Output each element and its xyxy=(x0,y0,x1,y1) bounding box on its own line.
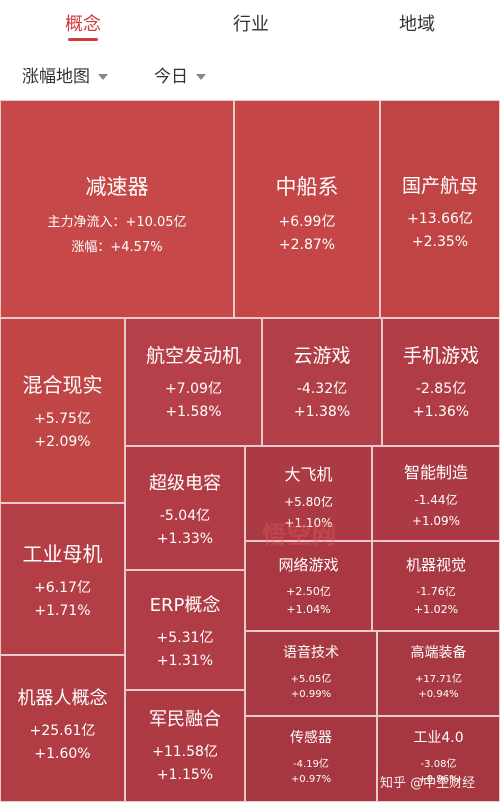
tile-net-game[interactable]: 网络游戏 +2.50亿 +1.04% xyxy=(245,541,372,631)
active-tab-indicator xyxy=(68,38,98,41)
source-credit: 知乎 @中生财经 xyxy=(380,776,476,791)
tile-name: 军民融合 xyxy=(149,709,221,730)
tile-net-inflow: 主力净流入：+10.05亿 xyxy=(47,215,187,230)
tile-speech[interactable]: 语音技术 +5.05亿 +0.99% xyxy=(245,631,377,716)
tile-change: +1.71% xyxy=(34,603,91,619)
tile-name: ERP概念 xyxy=(149,595,221,616)
tile-name: 手机游戏 xyxy=(402,345,479,367)
period-label: 今日 xyxy=(154,67,188,87)
tile-change: +1.38% xyxy=(293,404,351,420)
heat-map: 减速器 主力净流入：+10.05亿 涨幅：+4.57% 中船系 +6.99亿 +… xyxy=(0,100,500,802)
tile-name: 机器人概念 xyxy=(17,688,108,709)
tile-military-civil[interactable]: 军民融合 +11.58亿 +1.15% xyxy=(125,690,245,802)
map-type-dropdown[interactable]: 涨幅地图 xyxy=(22,62,108,87)
tile-net-inflow: +6.17亿 xyxy=(34,580,91,596)
tile-name: 语音技术 xyxy=(283,645,339,661)
tile-reducer[interactable]: 减速器 主力净流入：+10.05亿 涨幅：+4.57% xyxy=(0,100,234,318)
tile-name: 传感器 xyxy=(290,730,332,746)
tile-name: 工业4.0 xyxy=(413,730,464,746)
tile-name: 机器视觉 xyxy=(405,556,466,574)
tab-concept[interactable]: 概念 xyxy=(65,14,101,35)
tile-super-capacitor[interactable]: 超级电容 -5.04亿 +1.33% xyxy=(125,446,245,570)
concept-tab-bar: 概念 行业 地域 xyxy=(0,0,500,46)
tile-name: 减速器 xyxy=(85,175,149,199)
tile-change: +1.60% xyxy=(34,746,91,762)
chevron-down-icon xyxy=(98,74,108,80)
tile-net-inflow: +11.58亿 xyxy=(152,744,218,760)
tile-machine-tool[interactable]: 工业母机 +6.17亿 +1.71% xyxy=(0,503,125,655)
filter-bar: 涨幅地图 今日 xyxy=(0,46,500,100)
tab-industry[interactable]: 行业 xyxy=(233,14,269,35)
tile-change: +1.58% xyxy=(165,404,222,420)
tile-net-inflow: +5.80亿 xyxy=(284,495,333,509)
period-dropdown[interactable]: 今日 xyxy=(154,62,206,87)
tile-change: +1.31% xyxy=(156,653,214,669)
tile-net-inflow: +5.31亿 xyxy=(156,630,214,646)
tile-change: +1.15% xyxy=(156,767,214,783)
map-type-label: 涨幅地图 xyxy=(22,67,90,87)
tile-change: +0.99% xyxy=(290,689,332,700)
tile-net-inflow: -3.08亿 xyxy=(420,759,457,770)
tile-high-end-equipment[interactable]: 高端装备 +17.71亿 +0.94% xyxy=(377,631,500,716)
tile-mixed-reality[interactable]: 混合现实 +5.75亿 +2.09% xyxy=(0,318,125,503)
tile-erp[interactable]: ERP概念 +5.31亿 +1.31% xyxy=(125,570,245,690)
tile-change: 涨幅：+4.57% xyxy=(71,240,163,255)
tile-net-inflow: -4.32亿 xyxy=(296,381,348,397)
tile-smart-manufacturing[interactable]: 智能制造 -1.44亿 +1.09% xyxy=(372,446,500,541)
tile-sensor[interactable]: 传感器 -4.19亿 +0.97% xyxy=(245,716,377,802)
tile-change: +1.09% xyxy=(411,514,461,528)
tile-name: 云游戏 xyxy=(293,345,351,367)
tile-change: +1.36% xyxy=(412,404,470,420)
tile-carrier[interactable]: 国产航母 +13.66亿 +2.35% xyxy=(380,100,500,318)
tile-change: +1.02% xyxy=(413,603,459,616)
tile-change: +1.33% xyxy=(156,531,214,547)
tile-robot[interactable]: 机器人概念 +25.61亿 +1.60% xyxy=(0,655,125,802)
tile-name: 航空发动机 xyxy=(145,345,241,367)
tile-name: 工业母机 xyxy=(22,542,103,566)
tile-net-inflow: -1.76亿 xyxy=(416,585,456,598)
tile-net-inflow: +25.61亿 xyxy=(29,723,96,739)
tile-net-inflow: -4.19亿 xyxy=(293,759,329,770)
tile-aero-engine[interactable]: 航空发动机 +7.09亿 +1.58% xyxy=(125,318,262,446)
tile-net-inflow: +6.99亿 xyxy=(278,214,336,230)
tile-change: +2.09% xyxy=(34,434,91,450)
tile-csic[interactable]: 中船系 +6.99亿 +2.87% xyxy=(234,100,380,318)
tile-net-inflow: +2.50亿 xyxy=(286,585,331,598)
tile-name: 混合现实 xyxy=(22,373,103,397)
tile-net-inflow: -2.85亿 xyxy=(415,381,467,397)
tile-name: 大飞机 xyxy=(284,465,333,484)
tile-net-inflow: -5.04亿 xyxy=(159,508,211,524)
tile-net-inflow: +13.66亿 xyxy=(407,211,473,227)
tile-change: +0.96% xyxy=(418,774,459,785)
tile-industry-4[interactable]: 工业4.0 -3.08亿 +0.96% xyxy=(377,716,500,802)
tile-net-inflow: +5.05亿 xyxy=(290,674,332,685)
tile-name: 智能制造 xyxy=(403,463,468,482)
tile-change: +2.35% xyxy=(411,234,469,250)
tile-change: +1.04% xyxy=(286,603,331,616)
tile-net-inflow: +5.75亿 xyxy=(34,411,91,427)
chevron-down-icon xyxy=(196,74,206,80)
tile-change: +1.10% xyxy=(284,516,333,530)
tile-name: 网络游戏 xyxy=(278,556,339,574)
tile-change: +0.94% xyxy=(418,689,459,700)
tile-machine-vision[interactable]: 机器视觉 -1.76亿 +1.02% xyxy=(372,541,500,631)
tile-net-inflow: +17.71亿 xyxy=(414,674,462,685)
tile-change: +0.97% xyxy=(290,774,332,785)
tile-net-inflow: -1.44亿 xyxy=(414,493,458,507)
tile-name: 国产航母 xyxy=(401,175,478,197)
watermark: 悟空网 xyxy=(262,521,337,549)
tile-net-inflow: +7.09亿 xyxy=(165,381,222,397)
tile-change: +2.87% xyxy=(278,237,336,253)
tile-name: 高端装备 xyxy=(410,645,467,661)
tile-big-plane[interactable]: 大飞机 +5.80亿 +1.10% xyxy=(245,446,372,541)
tile-cloud-game[interactable]: 云游戏 -4.32亿 +1.38% xyxy=(262,318,382,446)
tile-mobile-game[interactable]: 手机游戏 -2.85亿 +1.36% xyxy=(382,318,500,446)
tile-name: 中船系 xyxy=(275,175,339,199)
tab-region[interactable]: 地域 xyxy=(399,14,435,35)
tile-name: 超级电容 xyxy=(149,473,221,494)
